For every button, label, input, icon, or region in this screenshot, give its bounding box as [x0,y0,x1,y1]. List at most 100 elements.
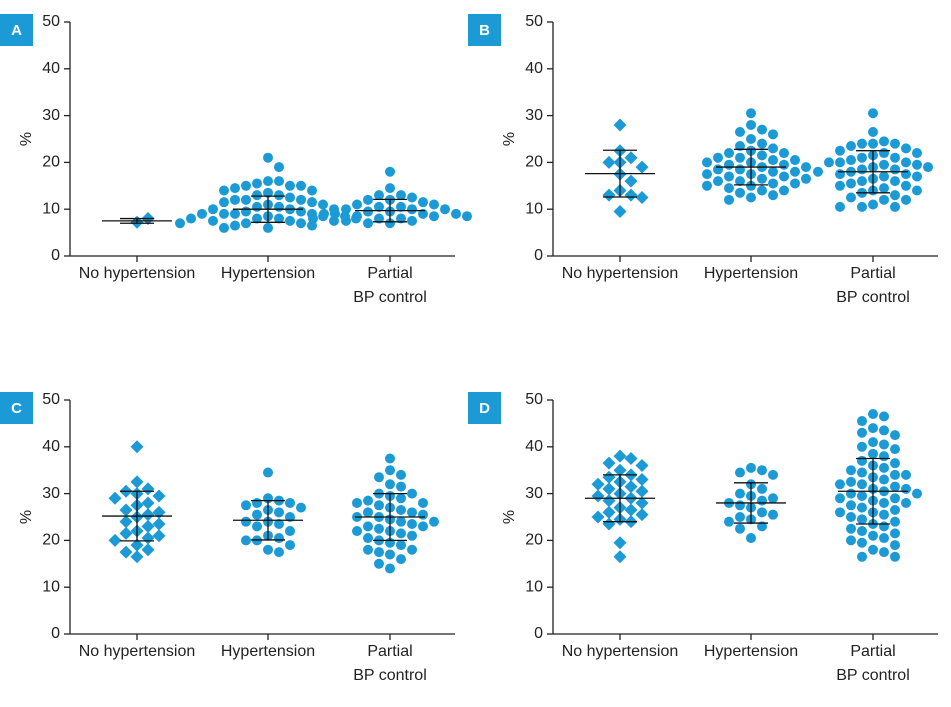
data-point [635,191,649,204]
data-point [724,516,734,527]
data-point [868,437,878,448]
data-point [429,199,439,210]
data-point [779,185,789,196]
data-point [879,474,889,485]
data-point [418,208,428,219]
data-point [624,174,638,188]
data-point [374,190,384,201]
data-point [624,188,638,202]
data-point [890,481,900,492]
x-tick-label: BP control [836,667,910,684]
data-point [263,187,273,198]
data-point [713,164,723,175]
data-point [757,150,767,161]
data-point [602,505,616,519]
data-point [285,215,295,226]
y-tick-label: 0 [534,625,543,642]
data-point [407,507,417,518]
data-point [274,190,284,201]
data-point [846,535,856,546]
data-point [801,162,811,173]
data-point [591,510,605,524]
data-point [396,469,406,480]
x-tick-label: Partial [850,643,895,660]
y-tick-label: 50 [42,13,60,30]
data-point [890,516,900,527]
data-point [241,516,251,527]
data-point [285,180,295,191]
panel-label-box [468,14,501,46]
data-point [757,495,767,506]
data-point [746,192,756,203]
data-point [768,129,778,140]
data-point [857,514,867,525]
data-point [779,171,789,182]
x-tick-label: No hypertension [79,643,196,660]
data-point [451,208,461,219]
x-tick-label: Hypertension [221,643,315,660]
data-point [130,475,144,489]
data-point [274,533,284,544]
x-tick-label: Hypertension [221,265,315,282]
data-point [152,517,166,531]
data-point [868,530,878,541]
data-point [374,500,384,511]
data-point [374,213,384,224]
data-point [407,530,417,541]
data-point [418,509,428,520]
data-point [241,206,251,217]
data-point [890,504,900,515]
panel: C% 0 10 20 30 40 50 No hypertension Hypertension… [0,391,455,684]
x-tick-label: BP control [836,289,910,306]
data-point [757,521,767,532]
data-point [602,188,616,202]
data-point [319,208,329,219]
y-axis-label: % [18,132,35,146]
data-point [330,208,340,219]
data-point [868,409,878,420]
data-point [396,190,406,201]
data-point [274,507,284,518]
data-point [790,155,800,166]
data-point [352,526,362,537]
data-point [846,512,856,522]
data-point [901,483,911,494]
data-point [857,551,867,562]
data-point [252,509,262,520]
y-tick-label: 10 [525,200,543,217]
data-point [846,476,856,487]
data-point [285,192,295,203]
data-point [274,176,284,187]
data-point [308,213,318,224]
data-point [363,194,373,205]
data-point [768,190,778,201]
data-point [108,491,122,505]
data-point [724,183,734,194]
x-tick-label: Hypertension [704,643,798,660]
data-point [230,183,240,194]
data-point [407,488,417,499]
data-point [868,423,878,434]
data-point [757,124,767,135]
data-point [119,526,133,540]
data-point [724,148,734,159]
data-point [130,440,144,454]
data-point [890,458,900,469]
data-point [385,218,395,229]
data-point [396,201,406,212]
data-point [846,178,856,189]
data-point [857,455,867,466]
data-point [702,157,712,168]
data-point [835,479,845,490]
data-point [108,533,122,547]
data-point [307,185,317,196]
data-point [846,192,856,203]
data-point [735,512,745,522]
data-point [702,180,712,191]
data-point [735,152,745,163]
data-point [352,497,362,508]
data-point [846,500,856,511]
data-point [591,477,605,491]
data-point [230,194,240,205]
data-point [879,183,889,194]
